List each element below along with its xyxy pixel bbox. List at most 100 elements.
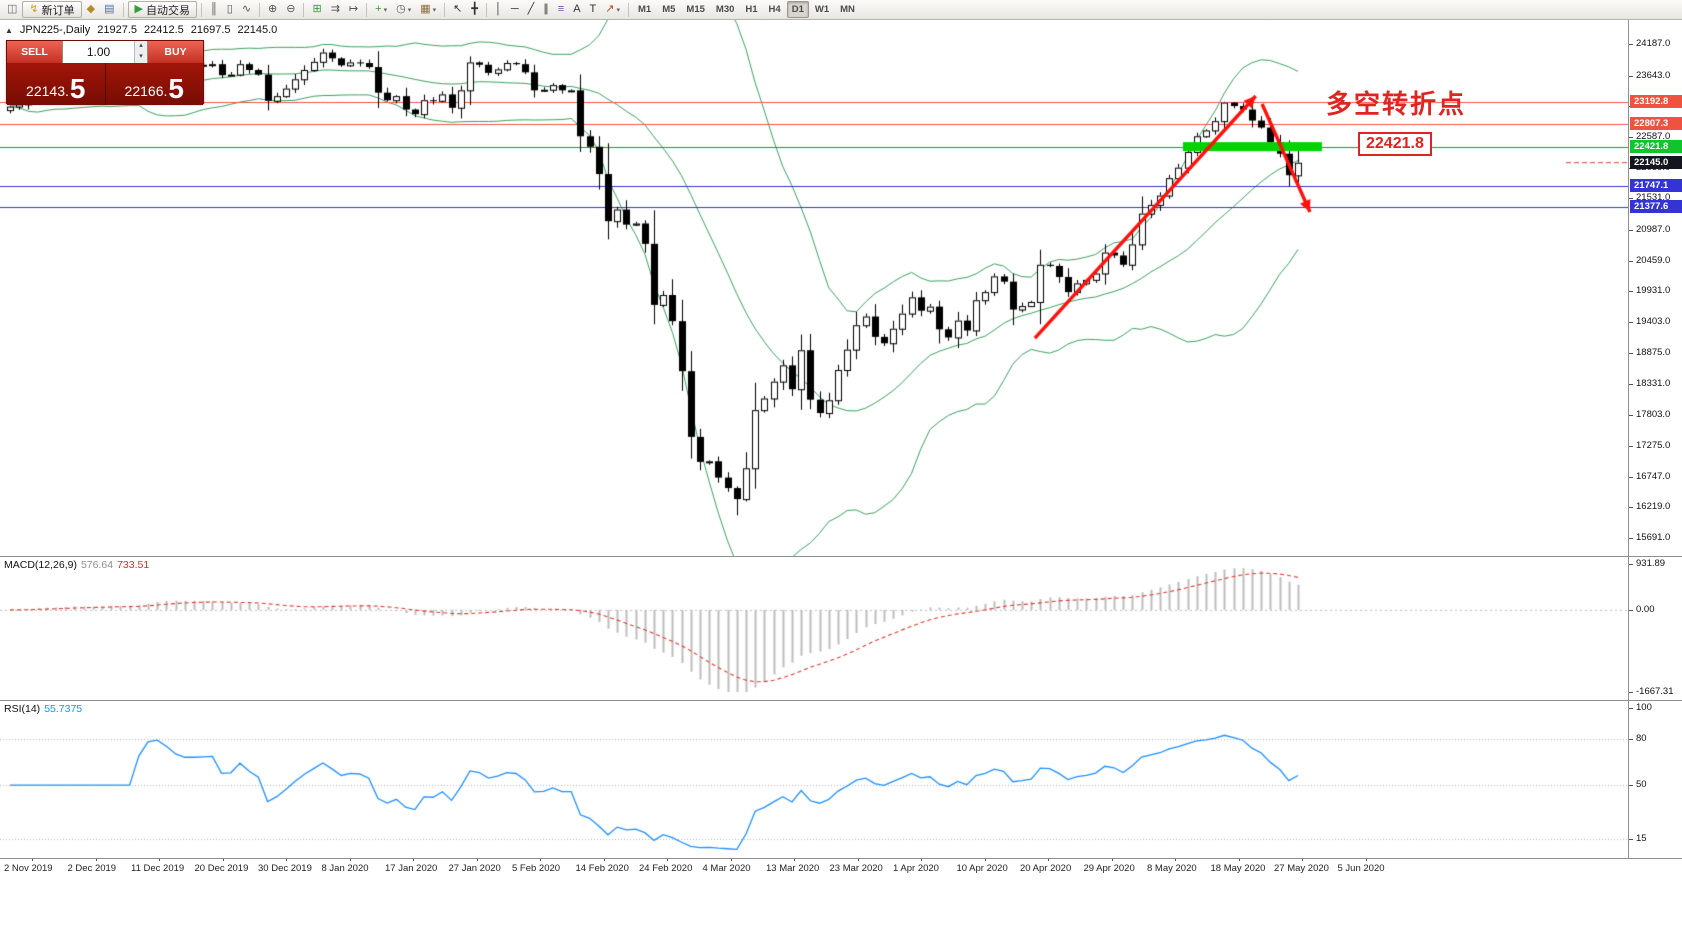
ohlc-close: 22145.0 bbox=[237, 24, 278, 36]
timeframe-h4-button-label: H4 bbox=[768, 4, 781, 15]
label-button[interactable]: T bbox=[586, 1, 601, 18]
timeframe-h4-button[interactable]: H4 bbox=[764, 1, 786, 18]
time-axis-label: 14 Feb 2020 bbox=[575, 863, 629, 874]
sell-button[interactable]: SELL bbox=[7, 41, 62, 63]
rsi-axis-label: 80 bbox=[1636, 732, 1647, 744]
fibonacci-button[interactable]: ≡ bbox=[554, 1, 568, 18]
symbol-ohlc-label: ▲ JPN225-,Daily 21927.5 22412.5 21697.5 … bbox=[5, 24, 277, 36]
vertical-line-button[interactable]: │ bbox=[491, 1, 506, 18]
tile-windows-button[interactable]: ⊞ bbox=[308, 1, 325, 18]
price-level-tag: 21377.6 bbox=[1630, 200, 1682, 214]
zoom-out-icon: ⊖ bbox=[286, 3, 296, 15]
buy-price-main: 22166. bbox=[124, 83, 168, 99]
indicators-dropdown-icon[interactable]: ▾ bbox=[383, 6, 388, 14]
toolbar-separator bbox=[122, 2, 124, 17]
price-axis-tick: 20459.0 bbox=[1636, 254, 1671, 266]
macd-name: MACD(12,26,9) bbox=[4, 559, 77, 571]
auto-trading-button-label: 自动交易 bbox=[145, 4, 190, 17]
time-axis[interactable]: 2 Nov 2019 2 Dec 2019 11 Dec 2019 20 Dec 20… bbox=[0, 858, 1682, 884]
auto-scroll-icon: ⇉ bbox=[330, 3, 340, 15]
new-chart-button[interactable]: ◫ bbox=[3, 1, 21, 18]
time-tick-mark bbox=[222, 858, 224, 861]
candlestick-chart-button[interactable]: ▯ bbox=[223, 1, 237, 18]
crosshair-icon: ╋ bbox=[471, 3, 478, 15]
chart-profiles-button[interactable]: ◆ bbox=[83, 1, 99, 18]
time-tick-mark bbox=[603, 858, 605, 861]
timeframe-h1-button[interactable]: H1 bbox=[740, 1, 762, 18]
rsi-panel-divider[interactable] bbox=[0, 700, 1682, 701]
axis-tick-mark bbox=[1629, 839, 1633, 840]
zoom-in-button[interactable]: ⊕ bbox=[264, 1, 281, 18]
rsi-axis-label: 50 bbox=[1636, 779, 1647, 791]
time-axis-label: 20 Apr 2020 bbox=[1020, 863, 1072, 874]
time-axis-label: 8 May 2020 bbox=[1147, 863, 1197, 874]
fibonacci-icon: ≡ bbox=[557, 3, 565, 15]
cursor-button[interactable]: ↖ bbox=[449, 1, 466, 18]
price-level-tag: 22145.0 bbox=[1630, 155, 1682, 169]
time-tick-mark bbox=[1111, 858, 1113, 861]
arrows-dropdown-icon[interactable]: ▾ bbox=[616, 6, 621, 14]
price-axis-tick: 21531.0 bbox=[1636, 192, 1671, 204]
crosshair-button[interactable]: ╋ bbox=[467, 1, 482, 18]
rsi-name: RSI(14) bbox=[4, 703, 41, 715]
timeframe-m15-button-label: M15 bbox=[686, 4, 705, 15]
macd-axis-label: 0.00 bbox=[1636, 603, 1655, 615]
timeframe-d1-button[interactable]: D1 bbox=[786, 1, 809, 18]
macd-panel-canvas[interactable] bbox=[0, 556, 1628, 700]
trendline-button[interactable]: ╱ bbox=[524, 1, 539, 18]
timeframe-m5-button[interactable]: M5 bbox=[657, 1, 680, 18]
periods-dropdown-icon[interactable]: ▾ bbox=[407, 6, 412, 14]
macd-axis-label: -1667.31 bbox=[1636, 686, 1674, 697]
price-chart-canvas[interactable] bbox=[0, 20, 1628, 556]
auto-trading-button[interactable]: ▶ 自动交易 bbox=[127, 1, 197, 18]
time-axis-divider bbox=[0, 858, 1682, 859]
timeframe-w1-button[interactable]: W1 bbox=[810, 1, 834, 18]
buy-price-big-digit: 5 bbox=[168, 73, 184, 104]
timeframe-m15-button[interactable]: M15 bbox=[681, 1, 709, 18]
timeframe-m30-button[interactable]: M30 bbox=[711, 1, 739, 18]
templates-dropdown-icon[interactable]: ▾ bbox=[432, 6, 437, 14]
chart-shift-button[interactable]: ↦ bbox=[345, 1, 362, 18]
auto-scroll-button[interactable]: ⇉ bbox=[327, 1, 344, 18]
data-window-button[interactable]: ▤ bbox=[100, 1, 118, 18]
axis-tick-mark bbox=[1629, 785, 1633, 786]
periods-button[interactable]: ◷ ▾ bbox=[392, 1, 415, 18]
time-axis-label: 5 Jun 2020 bbox=[1337, 863, 1385, 874]
buy-price-display[interactable]: 22166. 5 bbox=[106, 63, 204, 105]
bar-chart-button[interactable]: ║ bbox=[206, 1, 222, 18]
axis-tick-mark bbox=[1629, 384, 1633, 385]
timeframe-d1-button-label: D1 bbox=[791, 4, 804, 15]
horizontal-line-button[interactable]: ─ bbox=[507, 1, 523, 18]
zoom-out-button[interactable]: ⊖ bbox=[282, 1, 299, 18]
rsi-value: 55.7375 bbox=[44, 703, 83, 715]
macd-panel-divider[interactable] bbox=[0, 556, 1682, 557]
arrows-button[interactable]: ↗ ▾ bbox=[601, 1, 624, 18]
time-axis-label: 1 Apr 2020 bbox=[893, 863, 939, 874]
templates-button[interactable]: ▦ ▾ bbox=[416, 1, 440, 18]
periods-icon: ◷ bbox=[396, 3, 406, 15]
line-chart-button[interactable]: ∿ bbox=[238, 1, 255, 18]
channel-button[interactable]: ∥ bbox=[539, 1, 553, 18]
timeframe-mn-button[interactable]: MN bbox=[835, 1, 860, 18]
new-order-button[interactable]: ↯ 新订单 bbox=[22, 1, 82, 18]
time-tick-mark bbox=[540, 858, 541, 861]
time-tick-mark bbox=[1302, 858, 1303, 861]
volume-down-button[interactable]: ▾ bbox=[135, 52, 147, 63]
sell-price-display[interactable]: 22143. 5 bbox=[7, 63, 106, 105]
toolbar-separator bbox=[485, 2, 487, 17]
volume-input[interactable] bbox=[63, 41, 134, 63]
time-axis-label: 2 Nov 2019 bbox=[4, 863, 53, 874]
text-button[interactable]: A bbox=[569, 1, 584, 18]
trendline-icon: ╱ bbox=[527, 3, 535, 15]
time-axis-label: 27 Jan 2020 bbox=[448, 863, 501, 874]
rsi-panel-canvas[interactable] bbox=[0, 700, 1628, 858]
collapse-trade-panel-icon[interactable]: ▲ bbox=[5, 25, 13, 35]
axis-tick-mark bbox=[1629, 739, 1633, 740]
volume-up-button[interactable]: ▴ bbox=[135, 41, 147, 52]
tile-windows-icon: ⊞ bbox=[312, 3, 322, 15]
timeframe-m1-button[interactable]: M1 bbox=[633, 1, 656, 18]
price-axis[interactable]: 24187.023643.023115.022587.022059.021531… bbox=[1628, 20, 1682, 858]
arrows-icon: ↗ bbox=[605, 3, 615, 15]
indicators-button[interactable]: + ▾ bbox=[371, 1, 391, 18]
buy-button[interactable]: BUY bbox=[148, 41, 203, 63]
